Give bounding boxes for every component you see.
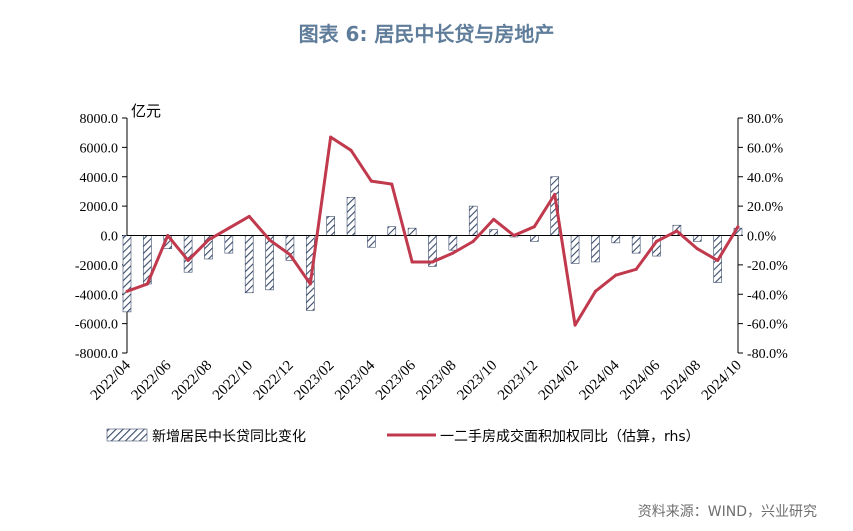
line-point	[593, 289, 597, 293]
legend-bar-label: 新增居民中长贷同比变化	[152, 429, 306, 445]
x-tick-label: 2023/08	[414, 358, 460, 404]
x-tick-label: 2023/06	[373, 357, 419, 403]
right-tick-label: -20.0%	[747, 259, 788, 274]
x-tick-label: 2023/04	[332, 357, 378, 403]
chart-title: 图表 6: 居民中长贷与房地产	[298, 22, 555, 46]
right-tick-label: 20.0%	[747, 200, 784, 215]
line-point	[736, 225, 740, 229]
x-tick-label: 2024/06	[617, 357, 663, 403]
x-tick-label: 2022/08	[169, 358, 215, 404]
legend-line-label: 一二手房成交面积加权同比（估算，rhs）	[440, 428, 700, 445]
line-point	[166, 234, 170, 237]
bar	[570, 235, 580, 264]
line-point	[206, 238, 210, 242]
right-tick-label: 80.0%	[747, 112, 784, 127]
bar	[530, 235, 539, 242]
line-point	[288, 253, 292, 257]
x-tick-label: 2024/08	[658, 358, 704, 404]
line-point	[247, 214, 251, 218]
line-point	[227, 226, 231, 230]
left-tick-label: -6000.0	[75, 318, 118, 333]
line-point	[369, 179, 373, 183]
bar	[326, 216, 335, 236]
line-point	[532, 225, 536, 229]
bar	[611, 235, 621, 244]
x-tick-label: 2022/12	[251, 358, 297, 404]
bar	[367, 235, 376, 248]
line-series	[125, 135, 740, 327]
source-note: 资料来源：WIND，兴业研究	[637, 504, 817, 520]
x-tick-label: 2022/04	[88, 357, 134, 403]
left-tick-label: -4000.0	[75, 288, 118, 303]
left-y-axis: 8000.0 6000.0 4000.0 2000.0 0.0 -2000.0 -4000.…	[75, 112, 128, 362]
line-point	[186, 258, 190, 262]
line-point	[125, 289, 129, 293]
bar	[387, 226, 397, 236]
line-point	[471, 239, 475, 243]
line-point	[410, 260, 414, 264]
right-tick-label: 60.0%	[747, 141, 784, 156]
right-tick-label: -60.0%	[747, 318, 788, 333]
left-tick-label: -2000.0	[75, 259, 118, 274]
legend-bar-swatch	[106, 428, 148, 442]
bar	[468, 205, 478, 236]
right-tick-label: 40.0%	[747, 171, 784, 186]
left-tick-label: 0.0	[101, 230, 119, 245]
left-tick-label: 2000.0	[80, 200, 119, 215]
line-point	[675, 229, 679, 233]
left-tick-label: 4000.0	[80, 171, 119, 186]
legend: 新增居民中长贷同比变化 一二手房成交面积加权同比（估算，rhs）	[106, 428, 700, 445]
line-point	[349, 148, 353, 152]
bar	[591, 235, 600, 263]
line-point	[492, 217, 496, 221]
bar	[692, 235, 702, 242]
right-tick-label: -40.0%	[747, 288, 788, 303]
bar	[244, 235, 254, 294]
x-tick-label: 2023/02	[291, 358, 337, 404]
bar	[407, 227, 417, 236]
line-path	[126, 135, 740, 327]
line-point	[431, 260, 434, 264]
right-tick-label: -80.0%	[747, 347, 788, 362]
right-tick-label: 0.0%	[747, 230, 777, 245]
x-axis: 2022/042022/062022/082022/102022/122023/…	[88, 357, 745, 403]
line-point	[634, 267, 638, 271]
line-point	[573, 323, 577, 327]
line-point	[268, 238, 272, 242]
x-tick-label: 2023/12	[495, 358, 541, 404]
line-point	[145, 282, 149, 286]
line-point	[695, 247, 699, 251]
left-tick-label: 6000.0	[80, 141, 119, 156]
right-y-axis: 80.0% 60.0% 40.0% 20.0% 0.0% -20.0% -40.0% -60.…	[737, 112, 788, 362]
line-point	[329, 135, 333, 139]
line-point	[614, 273, 618, 277]
bar	[346, 197, 356, 236]
line-point	[553, 192, 557, 196]
line-point	[716, 258, 720, 262]
bar	[489, 229, 498, 236]
bar	[183, 235, 193, 273]
line-point	[512, 234, 516, 237]
x-tick-label: 2024/10	[699, 358, 745, 404]
bar	[224, 235, 234, 254]
x-tick-label: 2023/10	[454, 358, 500, 404]
left-unit-label: 亿元	[131, 102, 161, 120]
bar	[122, 235, 132, 313]
x-tick-label: 2022/06	[128, 357, 174, 403]
bar	[448, 235, 458, 251]
line-point	[655, 239, 659, 243]
line-point	[451, 251, 455, 255]
line-point	[308, 282, 312, 286]
x-tick-label: 2024/02	[536, 358, 582, 404]
bar	[631, 235, 641, 254]
left-tick-label: -8000.0	[75, 347, 118, 362]
left-tick-label: 8000.0	[80, 112, 119, 127]
line-point	[390, 182, 394, 186]
bar-series	[122, 176, 743, 313]
x-tick-label: 2024/04	[577, 357, 623, 403]
x-tick-label: 2022/10	[210, 358, 256, 404]
